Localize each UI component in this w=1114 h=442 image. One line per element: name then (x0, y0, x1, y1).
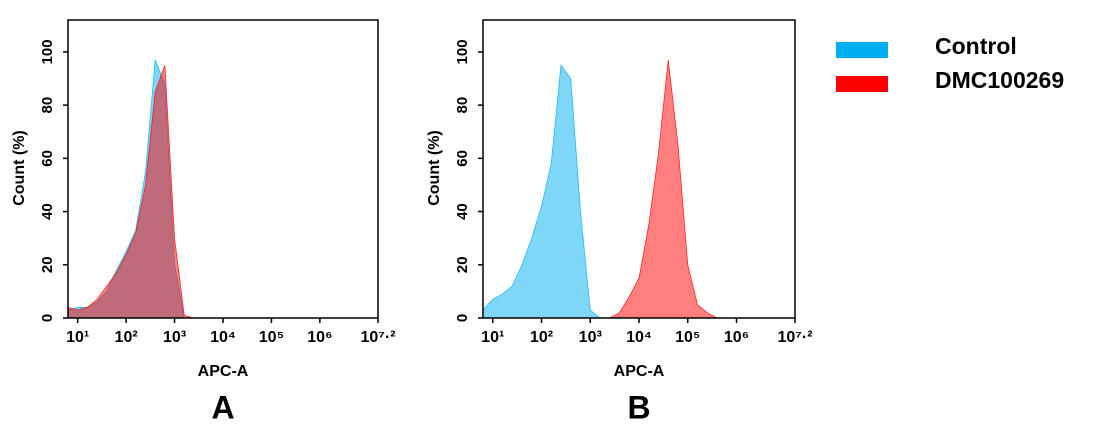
y-tick-label: 100 (39, 39, 56, 64)
y-tick-label: 80 (39, 97, 56, 114)
histogram-area (67, 59, 311, 319)
y-tick-label: 40 (454, 203, 471, 220)
x-axis-label: APC-A (198, 363, 249, 380)
x-tick-label: 10¹ (66, 329, 89, 346)
y-tick-label: 40 (39, 203, 56, 220)
panel-label: A (211, 389, 234, 425)
x-tick-label: 10⁵ (259, 329, 284, 346)
x-tick-label: 10² (115, 329, 138, 346)
y-axis-label: Count (%) (11, 130, 28, 206)
x-tick-label: 10³ (163, 329, 186, 346)
x-axis-label: APC-A (614, 363, 665, 380)
x-tick-label: 10² (530, 329, 553, 346)
y-tick-label: 0 (39, 314, 56, 322)
x-tick-label: 10⁵ (675, 329, 700, 346)
x-tick-label: 10⁶ (724, 329, 749, 346)
legend-swatch (836, 76, 888, 92)
plot-frame (67, 19, 379, 319)
y-tick-label: 60 (39, 150, 56, 167)
y-tick-label: 80 (454, 97, 471, 114)
panel-label: B (627, 389, 650, 425)
x-tick-label: 10⁴ (626, 329, 652, 346)
x-tick-label: 10⁴ (210, 329, 236, 346)
histogram-area (67, 65, 311, 319)
x-tick-label: 10⁷·² (360, 329, 395, 346)
y-axis-label: Count (%) (426, 130, 443, 206)
y-tick-label: 20 (454, 256, 471, 273)
y-tick-label: 100 (454, 39, 471, 64)
x-tick-label: 10³ (579, 329, 602, 346)
legend-label: Control (935, 33, 1017, 59)
x-tick-label: 10¹ (481, 329, 504, 346)
legend-swatch (836, 42, 888, 58)
legend-label: DMC100269 (935, 67, 1064, 93)
y-tick-label: 0 (454, 314, 471, 322)
y-tick-label: 20 (39, 256, 56, 273)
x-tick-label: 10⁶ (307, 329, 332, 346)
x-tick-label: 10⁷·² (777, 329, 812, 346)
y-tick-label: 60 (454, 150, 471, 167)
